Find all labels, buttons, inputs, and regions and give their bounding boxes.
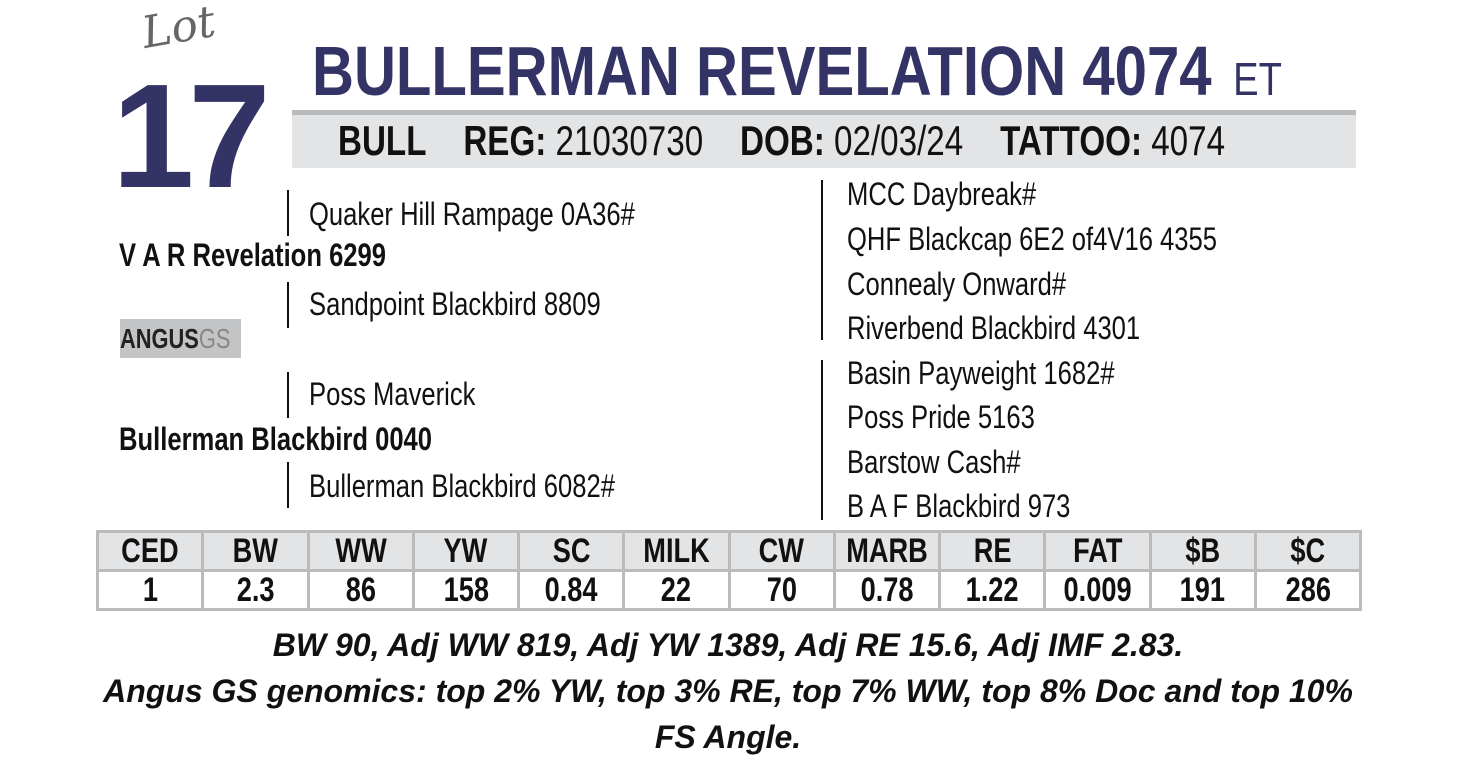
epd-value-text: 286 [1285, 571, 1331, 609]
sire-sire: Quaker Hill Rampage 0A36# [309, 196, 635, 232]
epd-header-text: MARB [846, 532, 928, 570]
pedigree-line [287, 282, 289, 328]
great-grandparent: B A F Blackbird 973 [847, 488, 1071, 524]
pedigree-line [287, 372, 289, 418]
epd-value-cw: 70 [727, 569, 836, 611]
dam-sire: Poss Maverick [309, 376, 476, 412]
epd-header-ww: WW [306, 530, 415, 572]
great-grandparent: Poss Pride 5163 [847, 399, 1035, 435]
epd-table: CED BW WW YW SC MILK CW MARB RE FAT $B $C 1 2.3 86 158… [95, 530, 1363, 611]
epd-header-dollar-b: $B [1148, 530, 1257, 572]
animal-name: BULLERMAN REVELATION 4074 ET [312, 36, 1480, 106]
angus-gs-logo: ANGUSGS [120, 319, 241, 358]
epd-header-dollar-c: $C [1253, 530, 1363, 572]
epd-header-text: CED [121, 532, 179, 570]
dam-dam: Bullerman Blackbird 6082# [309, 468, 615, 504]
lot-number: 17 [112, 54, 271, 219]
epd-header-marb: MARB [832, 530, 942, 572]
epd-header-ced: CED [95, 530, 205, 572]
epd-header-row: CED BW WW YW SC MILK CW MARB RE FAT $B $C [95, 530, 1363, 572]
pedigree-line [287, 190, 289, 236]
epd-header-re: RE [937, 530, 1047, 572]
epd-value-text: 0.78 [860, 571, 914, 609]
dob-label: DOB: [740, 117, 825, 164]
animal-name-text: BULLERMAN REVELATION 4074 [312, 32, 1212, 110]
tattoo-value: 4074 [1151, 117, 1226, 164]
dob-value: 02/03/24 [834, 117, 964, 164]
great-grandparent: Riverbend Blackbird 4301 [847, 310, 1141, 346]
epd-header-fat: FAT [1043, 530, 1152, 572]
epd-value-marb: 0.78 [832, 569, 942, 611]
info-line: BULL REG: 21030730 DOB: 02/03/24 TATTOO:… [338, 116, 1461, 166]
epd-header-text: FAT [1072, 532, 1123, 570]
dam: Bullerman Blackbird 0040 [119, 421, 433, 457]
sire: V A R Revelation 6299 [119, 237, 387, 273]
notes-line-2: Angus GS genomics: top 2% YW, top 3% RE,… [103, 673, 1353, 755]
epd-value-ww: 86 [306, 569, 415, 611]
reg-label: REG: [463, 117, 547, 164]
pedigree-line [821, 180, 823, 340]
epd-value-text: 191 [1179, 571, 1226, 609]
epd-header-cw: CW [727, 530, 836, 572]
epd-value-text: 2.3 [236, 571, 275, 609]
info-bar [292, 110, 1356, 168]
epd-header-text: $C [1290, 532, 1326, 570]
epd-header-text: WW [334, 532, 387, 570]
epd-value-bw: 2.3 [201, 569, 310, 611]
epd-value-fat: 0.009 [1043, 569, 1152, 611]
lot-label: Lot [138, 0, 220, 59]
epd-value-yw: 158 [411, 569, 521, 611]
epd-header-yw: YW [411, 530, 521, 572]
animal-suffix: ET [1233, 53, 1282, 105]
epd-value-sc: 0.84 [516, 569, 626, 611]
epd-value-text: 1.22 [965, 571, 1019, 609]
epd-value-text: 70 [766, 571, 797, 609]
epd-header-text: $B [1185, 532, 1221, 570]
notes: BW 90, Adj WW 819, Adj YW 1389, Adj RE 1… [0, 622, 1456, 760]
epd-header-text: BW [232, 532, 279, 570]
epd-header-text: YW [443, 532, 488, 570]
epd-value-dollar-b: 191 [1148, 569, 1257, 611]
great-grandparent: Basin Payweight 1682# [847, 355, 1115, 391]
epd-value-ced: 1 [95, 569, 205, 611]
great-grandparent: MCC Daybreak# [847, 176, 1037, 212]
epd-header-text: SC [552, 532, 591, 570]
epd-value-milk: 22 [622, 569, 731, 611]
epd-value-text: 1 [142, 571, 158, 609]
tattoo-label: TATTOO: [1000, 117, 1143, 164]
sire-dam: Sandpoint Blackbird 8809 [309, 286, 601, 322]
epd-value-text: 22 [661, 571, 692, 609]
sex: BULL [338, 117, 427, 164]
great-grandparent: Barstow Cash# [847, 444, 1021, 480]
great-grandparent: QHF Blackcap 6E2 of4V16 4355 [847, 221, 1217, 257]
epd-value-re: 1.22 [937, 569, 1047, 611]
epd-value-row: 1 2.3 86 158 0.84 22 70 0.78 1.22 0.009 191 286 [95, 569, 1363, 611]
epd-value-text: 0.009 [1063, 571, 1132, 609]
epd-value-text: 158 [443, 571, 489, 609]
epd-value-dollar-c: 286 [1253, 569, 1363, 611]
epd-header-milk: MILK [622, 530, 731, 572]
great-grandparent: Connealy Onward# [847, 266, 1067, 302]
pedigree-line [287, 462, 289, 508]
epd-header-text: RE [973, 532, 1012, 570]
epd-value-text: 0.84 [544, 571, 598, 609]
pedigree-line [821, 360, 823, 520]
reg-value: 21030730 [555, 117, 704, 164]
epd-header-sc: SC [516, 530, 626, 572]
epd-header-text: CW [758, 532, 805, 570]
epd-header-bw: BW [201, 530, 310, 572]
notes-line-1: BW 90, Adj WW 819, Adj YW 1389, Adj RE 1… [272, 627, 1184, 663]
epd-header-text: MILK [643, 532, 710, 570]
epd-value-text: 86 [345, 571, 376, 609]
